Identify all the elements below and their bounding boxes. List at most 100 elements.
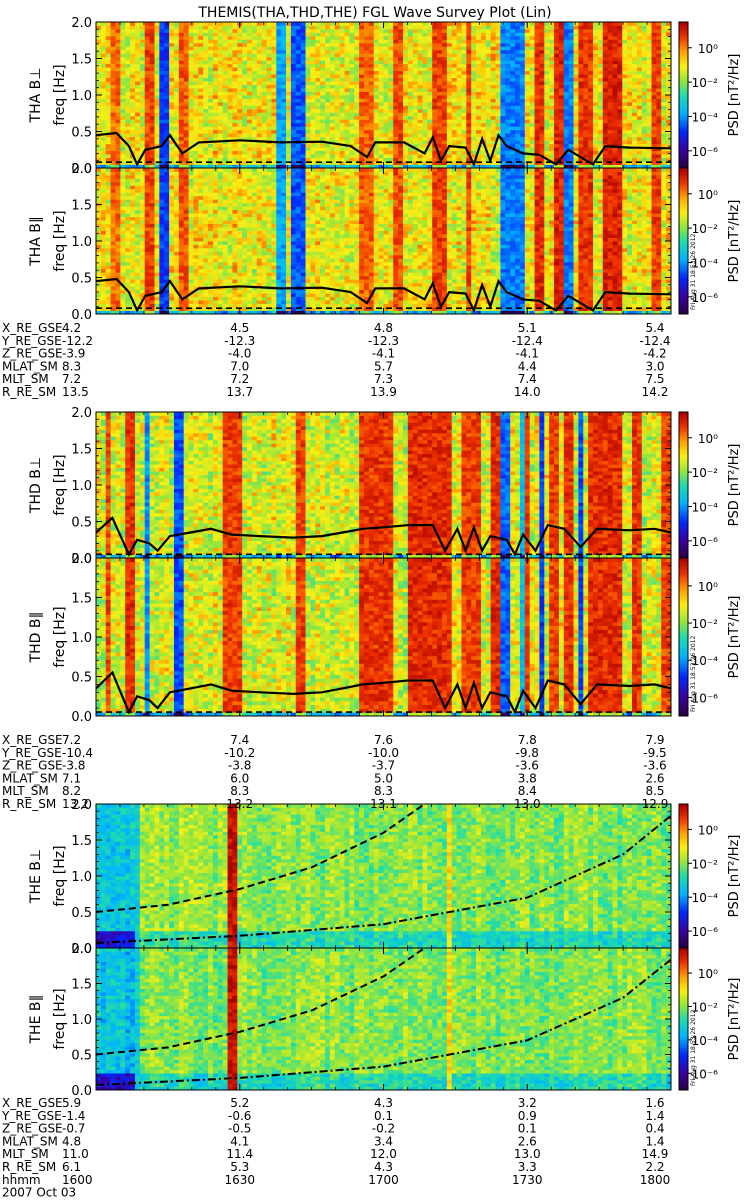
spectrogram-cell (286, 126, 292, 131)
spectrogram-cell (232, 28, 238, 33)
spectrogram-cell (597, 154, 604, 158)
spectrogram-cell (495, 154, 501, 158)
spectrogram-cell (549, 105, 555, 110)
spectrogram-cell (441, 53, 448, 58)
spectrogram-cell (120, 53, 126, 58)
spectrogram-cell (519, 25, 526, 30)
spectrogram-cell (573, 81, 579, 85)
spectrogram-cell (242, 81, 248, 85)
spectrogram-cell (485, 136, 492, 141)
spectrogram-cell (622, 157, 628, 162)
spectrogram-cell (315, 157, 321, 162)
spectrogram-cell (105, 25, 112, 30)
spectrogram-cell (188, 157, 194, 162)
spectrogram-cell (612, 81, 618, 85)
spectrogram-cell (544, 91, 550, 96)
spectrogram-cell (120, 98, 126, 103)
spectrogram-cell (451, 154, 457, 158)
y-tick-label: 1.0 (71, 89, 92, 104)
spectrogram-cell (646, 46, 652, 51)
spectrogram-cell (178, 39, 185, 44)
spectrogram-cell (495, 150, 501, 155)
spectrogram-cell (480, 74, 487, 79)
spectrogram-cell (461, 108, 467, 113)
spectrogram-cell (617, 150, 623, 155)
spectrogram-cell (578, 39, 584, 44)
spectrogram-cell (208, 95, 214, 99)
spectrogram-cell (237, 150, 243, 155)
spectrogram-cell (554, 60, 560, 65)
spectrogram-cell (451, 98, 457, 103)
spectrogram-cell (222, 67, 228, 72)
spectrogram-cell (300, 143, 306, 148)
spectrogram-cell (266, 112, 272, 117)
spectrogram-cell (222, 98, 228, 103)
spectrogram-cell (422, 77, 428, 82)
spectrogram-cell (130, 25, 136, 30)
spectrogram-cell (490, 115, 496, 120)
spectrogram-cell (632, 98, 638, 103)
spectrogram-cell (646, 25, 652, 30)
spectrogram-cell (173, 74, 180, 79)
spectrogram-cell (256, 105, 263, 110)
spectrogram-cell (427, 60, 433, 65)
spectrogram-cell (134, 143, 141, 148)
spectrogram-cell (344, 112, 350, 117)
spectrogram-cell (607, 35, 613, 40)
spectrogram-cell (398, 136, 404, 141)
spectrogram-cell (164, 112, 170, 117)
spectrogram-cell (451, 32, 457, 37)
spectrogram-cell (510, 49, 516, 54)
spectrogram-cell (193, 32, 199, 37)
spectrogram-cell (286, 67, 292, 72)
spectrogram-cell (563, 126, 570, 131)
spectrogram-cell (519, 88, 526, 92)
spectrogram-cell (96, 143, 102, 148)
spectrogram-cell (251, 108, 258, 113)
spectrogram-cell (388, 115, 394, 120)
spectrogram-cell (144, 49, 150, 54)
spectrogram-cell (588, 22, 594, 26)
spectrogram-cell (490, 164, 496, 168)
spectrogram-cell (593, 115, 599, 120)
spectrogram-cell (544, 53, 550, 58)
spectrogram-cell (154, 35, 160, 40)
spectrogram-cell (125, 49, 131, 54)
spectrogram-cell (515, 95, 521, 99)
spectrogram-cell (607, 77, 613, 82)
spectrogram-cell (139, 70, 146, 75)
spectrogram-cell (437, 22, 443, 26)
spectrogram-cell (563, 56, 570, 61)
spectrogram-cell (130, 119, 136, 124)
spectrogram-cell (188, 81, 194, 85)
spectrogram-cell (154, 98, 160, 103)
spectrogram-cell (519, 133, 526, 138)
spectrogram-cell (242, 49, 248, 54)
spectrogram-cell (398, 129, 404, 134)
spectrogram-cell (451, 112, 457, 117)
spectrogram-cell (232, 42, 238, 47)
spectrogram-cell (256, 46, 263, 51)
spectrogram-cell (602, 164, 609, 168)
spectrogram-cell (251, 91, 258, 96)
spectrogram-cell (505, 112, 511, 117)
spectrogram-cell (368, 88, 375, 92)
spectrogram-cell (461, 95, 467, 99)
spectrogram-cell (651, 95, 657, 99)
spectrogram-cell (534, 84, 540, 89)
spectrogram-cell (300, 122, 306, 127)
spectrogram-cell (227, 63, 233, 68)
spectrogram-cell (183, 56, 189, 61)
spectrogram-cell (320, 46, 326, 51)
spectrogram-cell (432, 112, 438, 117)
spectrogram-cell (310, 147, 316, 152)
spectrogram-cell (544, 98, 550, 103)
spectrogram-cell (329, 35, 336, 40)
spectrogram-cell (378, 154, 384, 158)
spectrogram-cell (364, 140, 370, 145)
spectrogram-cell (134, 70, 141, 75)
spectrogram-cell (164, 98, 170, 103)
spectrogram-cell (393, 112, 399, 117)
spectrogram-cell (203, 32, 209, 37)
spectrogram-cell (281, 98, 287, 103)
